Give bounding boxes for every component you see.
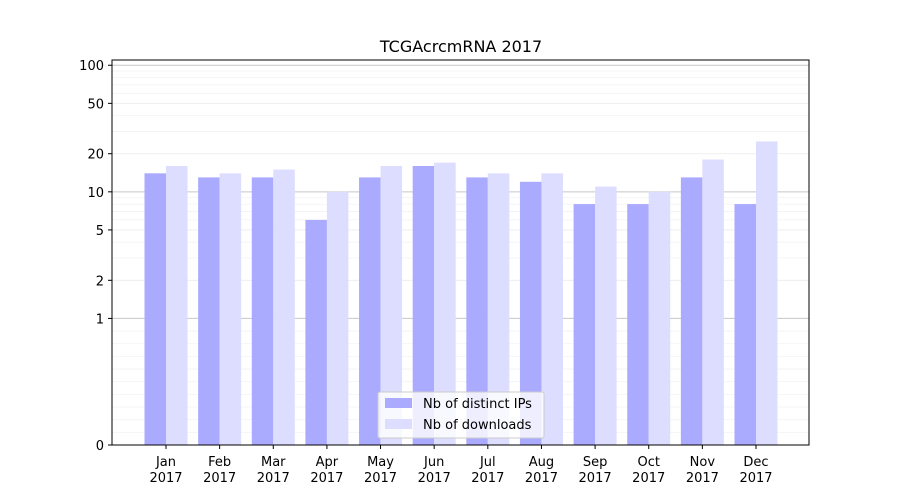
bar-downloads-nov bbox=[702, 159, 724, 445]
bar-downloads-jun bbox=[434, 162, 456, 445]
bar-distinct-ips-feb bbox=[198, 177, 220, 446]
x-tick-label-year: 2017 bbox=[149, 471, 182, 486]
x-tick-label-month: May bbox=[367, 455, 394, 470]
legend-label-downloads: Nb of downloads bbox=[423, 418, 532, 433]
bar-downloads-sep bbox=[595, 186, 617, 446]
bar-distinct-ips-oct bbox=[627, 204, 649, 445]
x-tick-label-month: Jul bbox=[479, 455, 496, 470]
x-tick-label-year: 2017 bbox=[471, 471, 504, 486]
x-tick-label-year: 2017 bbox=[579, 471, 612, 486]
bar-distinct-ips-jun bbox=[412, 165, 435, 446]
x-tick-label-month: Jun bbox=[423, 455, 444, 470]
bar-downloads-apr bbox=[326, 191, 349, 445]
x-tick-label-year: 2017 bbox=[418, 471, 451, 486]
x-tick-label-year: 2017 bbox=[632, 471, 665, 486]
bar-distinct-ips-dec bbox=[734, 204, 756, 445]
bar-downloads-jul bbox=[487, 173, 510, 445]
x-tick-label-year: 2017 bbox=[686, 471, 719, 486]
y-tick-label: 0 bbox=[96, 439, 104, 454]
legend-swatch-distinct-ips bbox=[385, 398, 412, 408]
x-tick-label-month: Nov bbox=[690, 455, 716, 470]
x-tick-label-year: 2017 bbox=[739, 471, 772, 486]
plot-frame bbox=[111, 59, 810, 446]
bars bbox=[144, 141, 778, 446]
legend: Nb of distinct IPs Nb of downloads bbox=[377, 391, 545, 439]
legend-swatch-downloads bbox=[385, 419, 412, 429]
x-tick-label-month: Sep bbox=[583, 455, 608, 470]
bar-distinct-ips-nov bbox=[680, 177, 703, 446]
y-tick-label: 50 bbox=[87, 97, 104, 112]
x-tick-label-month: Feb bbox=[208, 455, 231, 470]
bar-downloads-may bbox=[380, 165, 403, 446]
bar-distinct-ips-aug bbox=[519, 181, 542, 445]
y-tick-label: 20 bbox=[87, 148, 104, 163]
bar-distinct-ips-jul bbox=[466, 177, 488, 446]
legend-label-distinct-ips: Nb of distinct IPs bbox=[423, 397, 532, 412]
x-tick-label-month: Aug bbox=[529, 455, 554, 470]
bar-downloads-dec bbox=[756, 141, 778, 445]
x-tick-label-year: 2017 bbox=[310, 471, 343, 486]
y-tick-label: 5 bbox=[96, 224, 104, 239]
bar-downloads-oct bbox=[648, 191, 671, 445]
bar-downloads-feb bbox=[219, 173, 242, 445]
x-tick-label-month: Oct bbox=[637, 455, 659, 470]
x-tick-label-month: Mar bbox=[261, 455, 286, 470]
bar-downloads-jan bbox=[166, 165, 188, 446]
bar-distinct-ips-sep bbox=[573, 204, 596, 445]
x-tick-label-month: Dec bbox=[743, 455, 768, 470]
legend-box bbox=[377, 391, 545, 439]
x-axis: Jan2017Feb2017Mar2017Apr2017May2017Jun20… bbox=[149, 445, 773, 486]
y-tick-label: 2 bbox=[96, 274, 104, 289]
y-tick-label: 10 bbox=[87, 186, 104, 201]
bar-downloads-mar bbox=[273, 169, 295, 445]
bar-distinct-ips-may bbox=[359, 177, 381, 446]
bar-downloads-aug bbox=[541, 173, 563, 445]
x-tick-label-year: 2017 bbox=[364, 471, 397, 486]
x-tick-label-month: Apr bbox=[316, 455, 339, 470]
x-tick-label-year: 2017 bbox=[203, 471, 236, 486]
bar-distinct-ips-jan bbox=[144, 173, 166, 445]
x-tick-label-month: Jan bbox=[155, 455, 176, 470]
bar-distinct-ips-apr bbox=[305, 219, 327, 445]
x-tick-label-year: 2017 bbox=[525, 471, 558, 486]
y-tick-label: 1 bbox=[96, 312, 104, 327]
y-axis: 0 1 2 5 10 20 50 100 bbox=[79, 59, 112, 454]
y-tick-label: 100 bbox=[79, 59, 104, 74]
x-tick-label-year: 2017 bbox=[257, 471, 290, 486]
chart-title: TCGAcrcmRNA 2017 bbox=[379, 37, 542, 56]
bar-distinct-ips-mar bbox=[251, 177, 274, 446]
